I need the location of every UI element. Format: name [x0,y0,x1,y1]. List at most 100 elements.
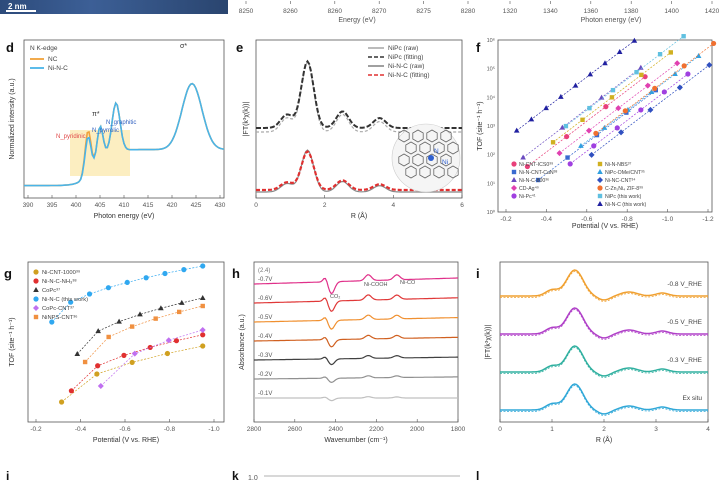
data-point-g [164,350,171,357]
inset-label-e: N [434,148,439,155]
carbon-ring [419,165,431,179]
annotation-d: σ* [180,43,187,50]
x-tick-label-h: 1800 [451,426,466,433]
legend-entry-e: Ni-N-C (fitting) [388,72,430,79]
data-point-f [614,125,620,131]
series-line-f [527,76,646,167]
data-point-f [587,105,592,111]
annotation-d: π* [92,111,100,118]
carbon-ring [405,165,417,179]
x-tick-label-g: -0.2 [30,426,42,433]
data-point-f [524,163,531,170]
data-point-f [593,130,599,136]
data-point-g [68,299,74,305]
legend-entry-g: Ni-N-C-NH₃³⁸ [42,278,77,285]
data-point-g [137,311,143,317]
tag-h: (2.4) [258,268,270,274]
x-tick-label-h: 2800 [247,426,262,433]
x-tick-label-d: 395 [47,202,58,209]
data-point-f [668,50,673,55]
annotation-d: N_pyridinic [56,134,86,140]
x-tick-label-e: 2 [323,202,327,209]
curve-label-h: -0.2V [258,372,272,378]
legend-marker-f [511,161,517,167]
series-line-f [565,35,684,127]
series-line-d [24,82,225,187]
data-point-g [200,332,206,338]
data-point-g [162,270,168,277]
data-point-f [543,105,549,111]
x-tick-label-i: 3 [654,426,658,433]
bottom-tick-label: 1.0 [248,475,258,480]
data-point-f [622,108,628,114]
curve-label-h: -0.3V [258,353,272,359]
y-tick-label-f: 10⁴ [487,94,496,101]
highlight-box-d [70,130,130,176]
y-axis-label-h: Absorbance (a.u.) [239,314,246,370]
data-point-f [648,88,655,94]
panel-letter-d: d [6,40,14,55]
peak-label-h: Ni-COOH [364,282,388,288]
data-point-f [610,87,616,93]
y-axis-label-d: Normalized intensity (a.u.) [9,78,16,159]
data-point-f [601,124,608,130]
data-point-f [615,105,622,112]
data-point-f [603,104,609,110]
panel-letter-e: e [236,40,243,55]
data-point-f [657,52,663,57]
curve-label-i: -0.5 V_RHE [667,319,702,326]
data-point-g [116,318,122,324]
data-point-f [602,60,608,66]
carbon-ring [426,153,438,167]
data-point-f [674,60,681,67]
legend-marker-f [597,201,603,206]
data-point-f [706,61,713,68]
legend-marker-g [33,314,39,320]
data-point-f [672,70,678,76]
data-point-f [513,127,520,133]
carbon-ring [440,129,452,143]
x-tick-label-g: -1.0 [208,426,220,433]
legend-marker-g [33,278,39,284]
data-point-f [572,82,579,88]
carbon-ring [440,153,452,167]
fit-line-i [500,347,708,378]
data-point-f [587,71,594,77]
legend-marker-f [597,169,603,174]
legend-title-d: N K-edge [30,45,58,52]
series-line-h [254,396,458,402]
y-axis-label-g: TOF (site⁻¹ h⁻¹) [9,317,16,366]
top-left-axis-label: Energy (eV) [338,17,375,24]
x-axis-label-f: Potential (V vs. RHE) [572,223,638,230]
curve-label-i: Ex situ [682,395,702,402]
legend-marker-f [597,185,603,191]
x-axis-label-e: R (Å) [351,211,367,220]
legend-marker-g [33,305,39,311]
series-line-f [569,73,689,165]
curve-label-h: -0.7V [258,277,272,283]
data-point-f [580,117,585,123]
annotation-d: N_pyrrolic [92,128,119,134]
x-tick-label-d: 420 [167,202,178,209]
data-point-g [200,303,205,309]
data-point-f [564,133,570,140]
legend-entry-g: Ni-N-C (this work) [42,297,88,303]
legend-entry-g: NiNPS-CNT³⁶ [42,314,78,321]
x-tick-label-h: 2400 [328,426,343,433]
carbon-ring [447,165,459,179]
legend-entry-f: Ni-N-C (this work) [605,202,646,208]
carbon-ring [405,141,417,155]
legend-marker-f [511,193,517,199]
data-point-f [676,84,683,91]
data-point-f [685,71,691,77]
data-point-f [642,74,648,80]
panel-letter-g: g [4,266,12,281]
x-tick-label-f: -1.0 [662,216,674,223]
data-point-f [647,106,654,113]
x-axis-label-d: Photon energy (eV) [94,213,155,220]
x-axis-label-g: Potential (V vs. RHE) [93,437,159,444]
series-line-h [254,334,459,348]
x-tick-label-h: 2200 [369,426,384,433]
data-point-g [95,328,101,334]
data-point-g [82,359,88,365]
